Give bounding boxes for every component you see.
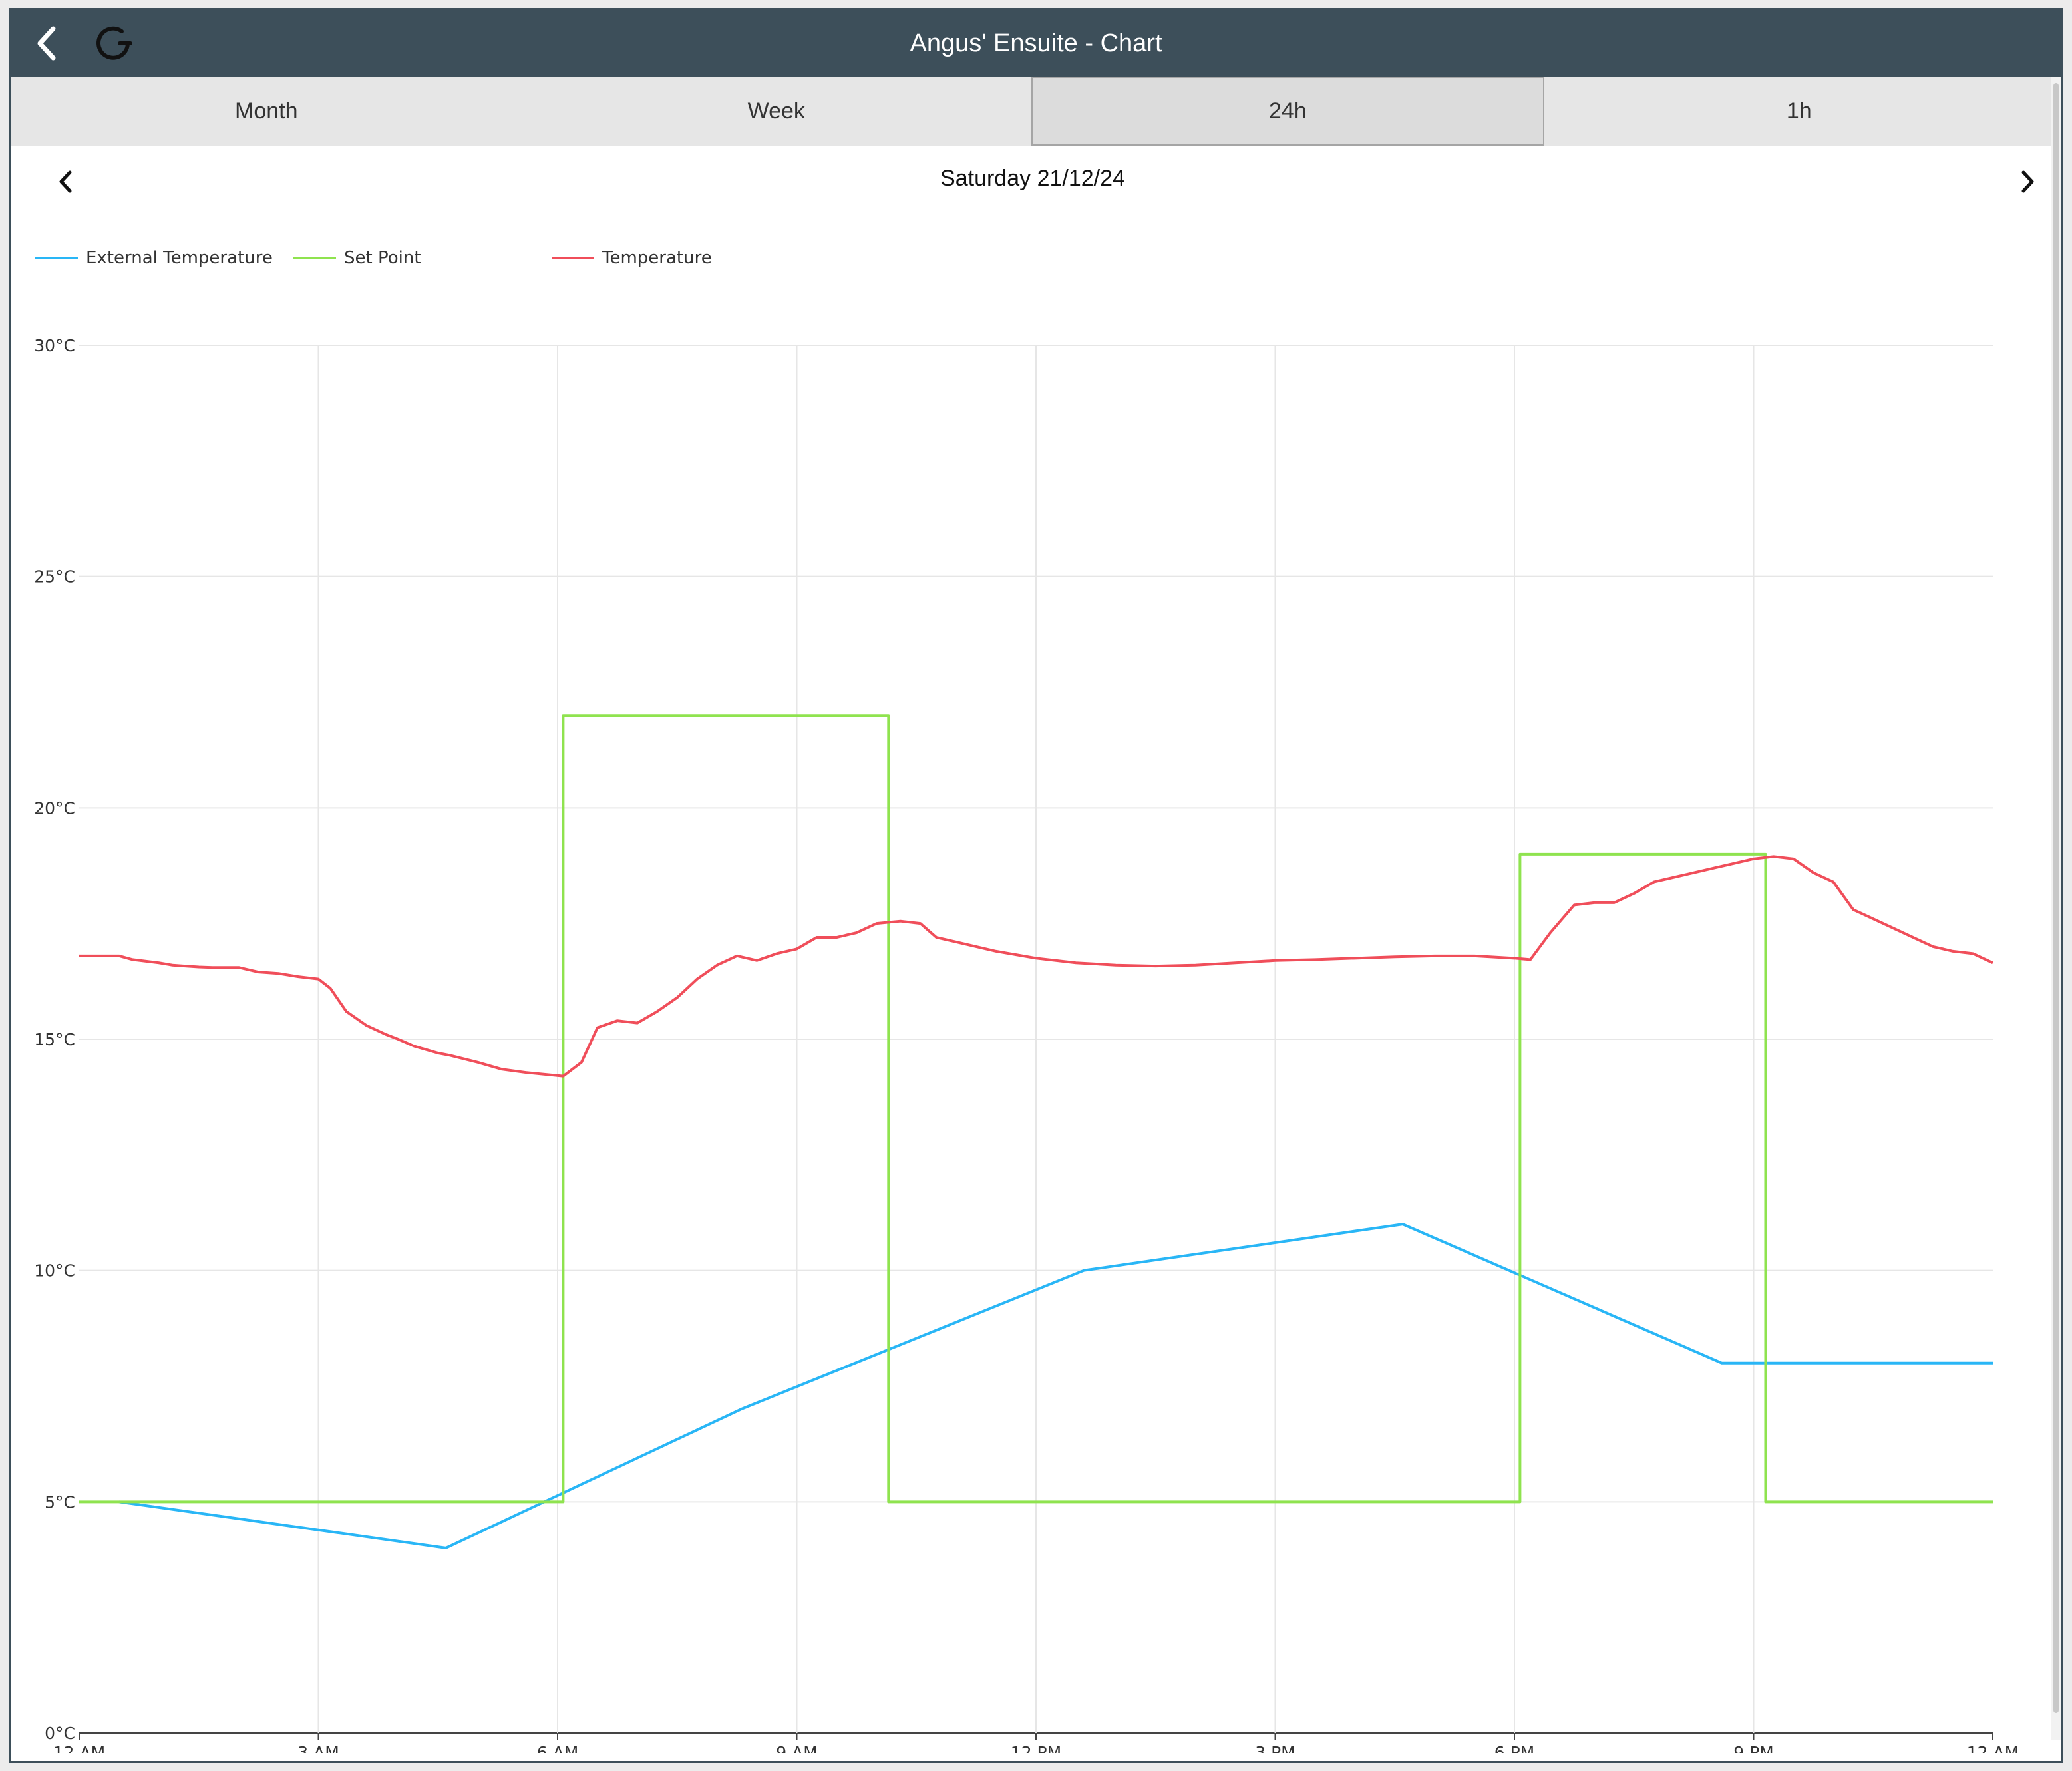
tab-24h[interactable]: 24h [1031, 77, 1544, 146]
y-tick-label: 10°C [34, 1261, 75, 1281]
x-tick-label: 9 PM [1733, 1743, 1774, 1753]
y-tick-label: 25°C [34, 567, 75, 587]
chevron-right-icon [2021, 170, 2034, 193]
refresh-button[interactable] [85, 10, 144, 77]
legend-item-temperature[interactable]: Temperature [552, 242, 712, 275]
date-label: Saturday 21/12/24 [940, 166, 1125, 191]
x-tick-label: 12 AM [1967, 1743, 2019, 1753]
legend-item-set-point[interactable]: Set Point [293, 242, 421, 275]
y-tick-label: 5°C [45, 1492, 75, 1512]
y-tick-label: 0°C [45, 1724, 75, 1743]
tab-week[interactable]: Week [522, 77, 1032, 146]
tab-bar: Month Week 24h 1h [11, 77, 2054, 146]
tab-1h[interactable]: 1h [1544, 77, 2055, 146]
legend-label: Temperature [602, 248, 712, 268]
y-tick-label: 20°C [34, 798, 75, 818]
temperature-chart: 0°C 5°C 10°C 15°C 20°C 25°C 30°C 12 AM 3 AM 6 AM 9… [34, 336, 2019, 1753]
chevron-left-icon [37, 26, 56, 61]
x-tick-label: 6 PM [1494, 1743, 1535, 1753]
tab-label: 24h [1268, 98, 1307, 124]
refresh-icon [96, 26, 132, 60]
x-tick-label: 6 AM [537, 1743, 579, 1753]
y-tick-label: 15°C [34, 1030, 75, 1049]
x-tick-label: 9 AM [776, 1743, 818, 1753]
date-navigator: Saturday 21/12/24 [11, 146, 2054, 219]
legend-swatch [35, 257, 78, 259]
legend-swatch [552, 257, 594, 259]
tab-label: 1h [1786, 98, 1812, 124]
series-line-set-point [79, 714, 1993, 1504]
series-line-temperature [79, 855, 1993, 1078]
x-tick-label: 3 PM [1255, 1743, 1295, 1753]
y-tick-label: 30°C [34, 336, 75, 355]
series-line-external-temperature [118, 1223, 1993, 1549]
x-tick-label: 12 PM [1011, 1743, 1061, 1753]
legend-item-external-temperature[interactable]: External Temperature [35, 242, 273, 275]
x-tick-label: 12 AM [53, 1743, 105, 1753]
legend-label: Set Point [344, 248, 421, 268]
scrollbar-thumb[interactable] [2053, 83, 2059, 1713]
chart-legend: External Temperature Set Point Temperatu… [35, 242, 834, 275]
next-day-button[interactable] [2007, 162, 2047, 202]
tab-month[interactable]: Month [11, 77, 522, 146]
tab-label: Month [235, 98, 298, 124]
legend-swatch [293, 257, 336, 259]
back-button[interactable] [17, 10, 77, 77]
title-bar: Angus' Ensuite - Chart [11, 10, 2061, 77]
tab-label: Week [747, 98, 805, 124]
x-tick-label: 3 AM [297, 1743, 339, 1753]
vertical-scrollbar[interactable] [2051, 77, 2061, 1740]
page-title: Angus' Ensuite - Chart [910, 29, 1162, 57]
app-window: Angus' Ensuite - Chart Month Week 24h 1h… [9, 8, 2063, 1763]
chevron-left-icon [59, 170, 72, 193]
legend-label: External Temperature [86, 248, 273, 268]
previous-day-button[interactable] [46, 162, 86, 202]
